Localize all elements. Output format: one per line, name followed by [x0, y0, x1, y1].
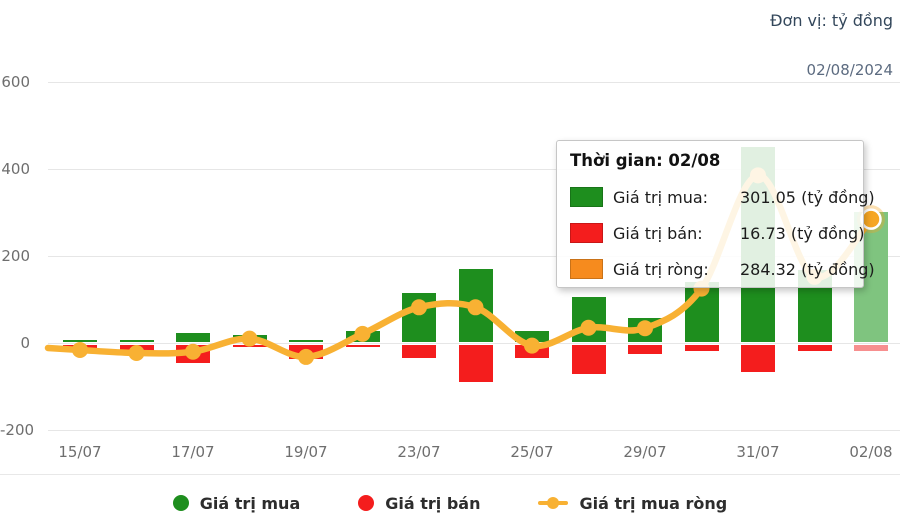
- legend-item-net[interactable]: Giá trị mua ròng: [538, 494, 727, 513]
- sell-bar[interactable]: [402, 345, 436, 359]
- tooltip-title: Thời gian: 02/08: [570, 151, 721, 170]
- chart-tooltip: Thời gian: 02/08 Giá trị mua: 301.05 (tỷ…: [556, 140, 875, 288]
- buy-bar[interactable]: [571, 297, 606, 342]
- y-gridline: [48, 430, 900, 431]
- sell-bar[interactable]: [741, 345, 775, 373]
- sell-bar[interactable]: [176, 345, 210, 363]
- buy-bar[interactable]: [119, 340, 154, 342]
- sell-bar[interactable]: [345, 345, 380, 348]
- buy-bar[interactable]: [684, 282, 719, 342]
- sell-bar[interactable]: [797, 345, 832, 351]
- y-axis-tick-label: -200: [0, 421, 35, 439]
- y-gridline: [48, 169, 900, 170]
- x-axis-tick-label: 15/07: [58, 443, 102, 461]
- x-axis-tick-label: 31/07: [736, 443, 780, 461]
- tooltip-row-buy: Giá trị mua: 301.05 (tỷ đồng): [570, 179, 875, 215]
- legend-divider: [0, 474, 900, 475]
- unit-label: Đơn vị: tỷ đồng: [770, 11, 893, 30]
- net-legend-marker-icon: [538, 495, 569, 511]
- sell-bar[interactable]: [571, 345, 606, 375]
- buy-bar[interactable]: [232, 335, 267, 342]
- tooltip-row-value: 301.05 (tỷ đồng): [740, 187, 875, 207]
- sell-bar[interactable]: [232, 345, 267, 348]
- tooltip-row-value: 16.73 (tỷ đồng): [740, 223, 865, 243]
- x-axis-tick-label: 02/08: [849, 443, 893, 461]
- buy-bar[interactable]: [458, 268, 493, 342]
- legend-item-label: Giá trị mua ròng: [579, 493, 728, 513]
- buy-bar[interactable]: [289, 340, 323, 342]
- x-axis-tick-label: 25/07: [510, 443, 554, 461]
- sell-bar[interactable]: [684, 345, 719, 351]
- buy-legend-marker-icon: [172, 495, 189, 511]
- legend-item-sell[interactable]: Giá trị bán: [358, 494, 480, 513]
- sell-legend-marker-icon: [358, 495, 375, 511]
- y-axis-tick-label: 200: [1, 247, 30, 265]
- y-gridline: [48, 343, 900, 344]
- buy-bar[interactable]: [63, 340, 97, 342]
- tooltip-row-sell: Giá trị bán: 16.73 (tỷ đồng): [570, 215, 864, 251]
- tooltip-row-net: Giá trị ròng: 284.32 (tỷ đồng): [570, 251, 875, 287]
- y-gridline: [48, 82, 900, 83]
- x-axis-tick-label: 29/07: [623, 443, 667, 461]
- sell-bar[interactable]: [289, 345, 323, 359]
- buy-bar[interactable]: [515, 331, 549, 342]
- tooltip-row-label: Giá trị mua:: [613, 187, 709, 207]
- tooltip-row-label: Giá trị bán:: [613, 223, 703, 243]
- buy-bar[interactable]: [345, 330, 380, 342]
- buy-bar[interactable]: [176, 332, 210, 342]
- legend-item-label: Giá trị mua: [199, 493, 301, 513]
- y-axis-tick-label: 400: [1, 160, 30, 178]
- sell-bar[interactable]: [119, 345, 154, 355]
- sell-bar[interactable]: [628, 345, 662, 355]
- buy-bar[interactable]: [628, 317, 662, 342]
- tooltip-row-value: 284.32 (tỷ đồng): [740, 259, 875, 279]
- y-axis-tick-label: 0: [20, 334, 30, 352]
- net-swatch-icon: [570, 259, 603, 279]
- buy-bar[interactable]: [402, 292, 436, 342]
- legend-item-buy[interactable]: Giá trị mua: [172, 493, 301, 513]
- sell-swatch-icon: [570, 223, 603, 243]
- legend-item-label: Giá trị bán: [385, 493, 481, 513]
- y-axis-tick-label: 600: [1, 73, 30, 91]
- x-axis-tick-label: 17/07: [171, 443, 215, 461]
- sell-bar[interactable]: [458, 345, 493, 383]
- x-axis-tick-label: 23/07: [397, 443, 441, 461]
- report-date-label: 02/08/2024: [806, 61, 893, 79]
- sell-bar[interactable]: [63, 345, 97, 353]
- chart-legend: Giá trị mua Giá trị bán Giá trị mua ròng: [0, 486, 900, 520]
- x-axis-tick-label: 19/07: [284, 443, 328, 461]
- buy-swatch-icon: [570, 187, 603, 207]
- sell-bar[interactable]: [854, 345, 888, 352]
- tooltip-row-label: Giá trị ròng:: [613, 259, 709, 279]
- sell-bar[interactable]: [515, 345, 549, 359]
